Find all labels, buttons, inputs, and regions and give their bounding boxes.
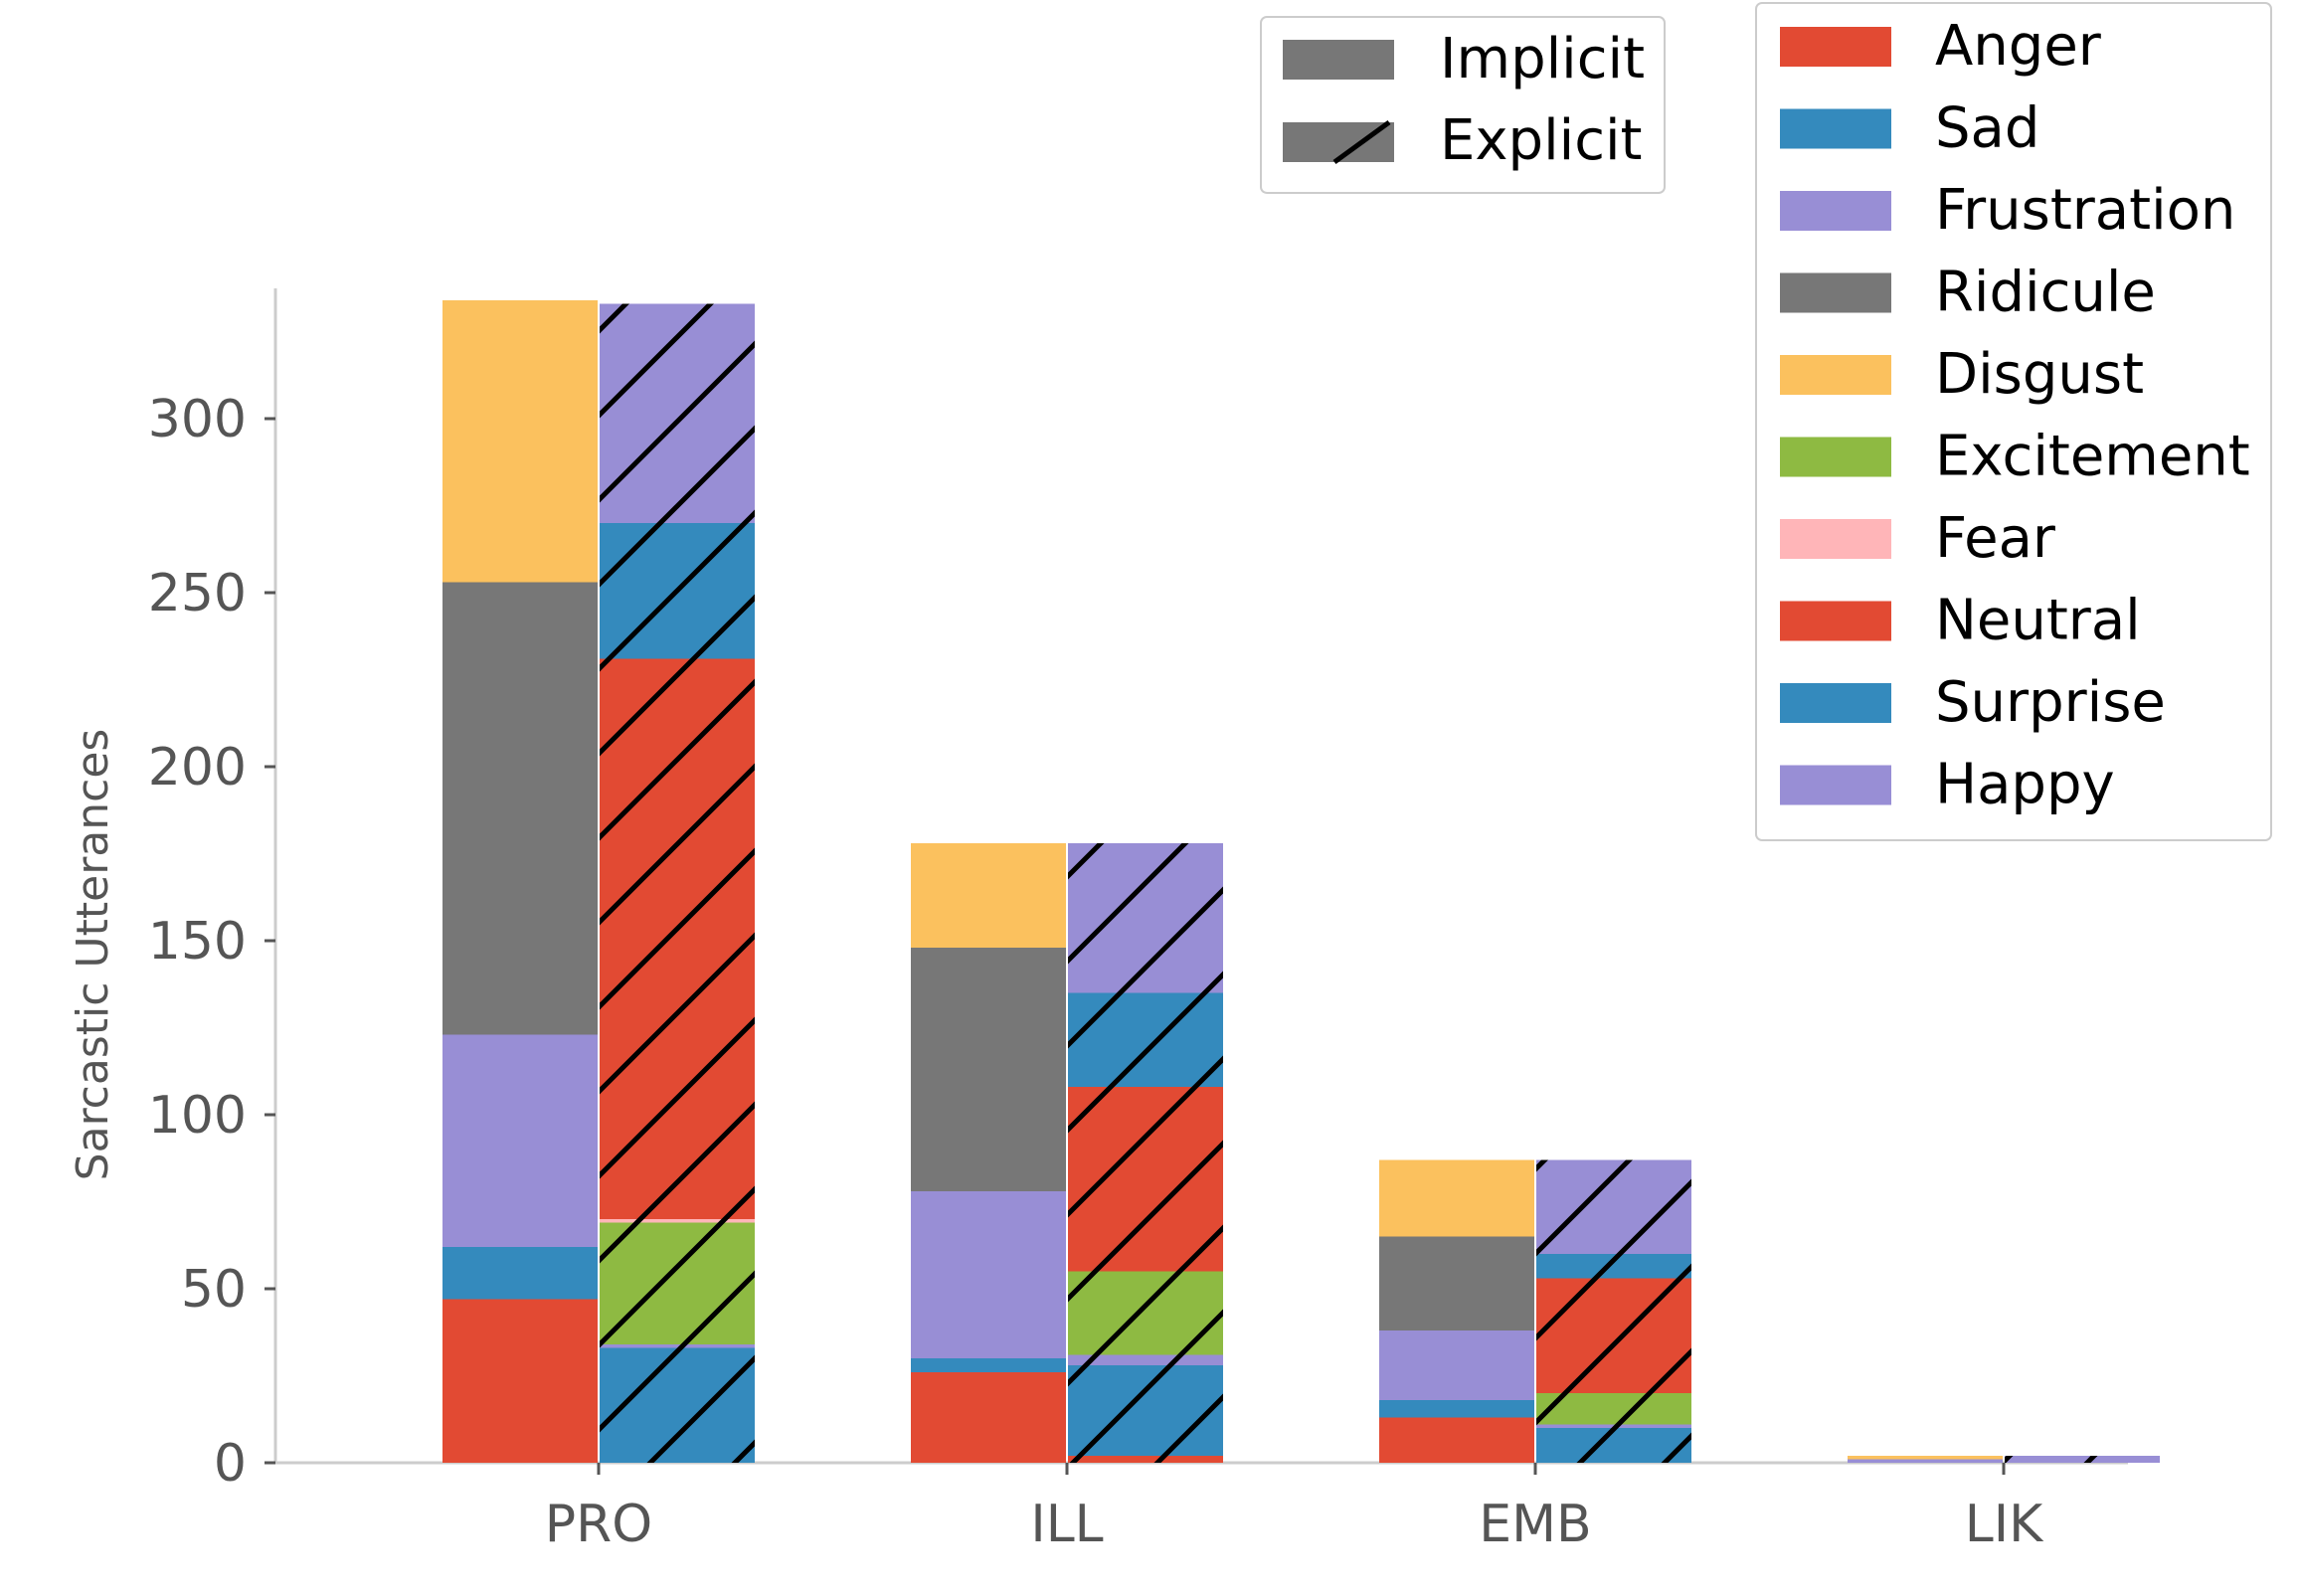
bar-emb-explicit-neutral-9-hatch xyxy=(1536,1278,1691,1393)
legend-swatch-happy xyxy=(1780,765,1891,805)
legend-groups: Implicit Explicit xyxy=(1260,16,1666,194)
bar-lik-implicit-frustration-2 xyxy=(1848,1459,2003,1463)
y-tick-label-200: 200 xyxy=(148,738,247,798)
x-tick-label-pro: PRO xyxy=(545,1495,652,1554)
bars xyxy=(442,300,2160,1463)
x-tick-label-lik: LIK xyxy=(1965,1495,2044,1554)
bar-ill-implicit-frustration-2 xyxy=(911,1191,1066,1358)
bar-ill-explicit-surprise-10-hatch xyxy=(1068,992,1223,1087)
legend-label-frustration: Frustration xyxy=(1935,178,2235,243)
legend-label-anger: Anger xyxy=(1935,14,2102,79)
legend-swatch-disgust xyxy=(1780,355,1891,395)
legend-swatch-sad xyxy=(1780,108,1891,149)
legend-label-ridicule: Ridicule xyxy=(1935,261,2156,325)
legend-swatch-excitement xyxy=(1780,437,1891,477)
bar-ill-explicit-happy-6-hatch xyxy=(1068,1354,1223,1365)
bar-lik-explicit-happy-11-hatch xyxy=(2005,1456,2160,1463)
bar-ill-explicit-surprise-5-hatch xyxy=(1068,1365,1223,1456)
bar-ill-explicit-happy-11-hatch xyxy=(1068,843,1223,993)
legend-swatch-neutral xyxy=(1780,601,1891,641)
legend-implicit-label: Implicit xyxy=(1440,27,1645,91)
bar-emb-implicit-frustration-2 xyxy=(1379,1330,1534,1400)
bar-pro-explicit-happy-11-hatch xyxy=(600,303,755,523)
bar-emb-explicit-surprise-5-hatch xyxy=(1536,1428,1691,1463)
bar-ill-explicit-anger-0-hatch xyxy=(1068,1456,1223,1463)
y-tick-label-300: 300 xyxy=(148,390,247,449)
legend-explicit-hatch-icon xyxy=(1332,119,1391,165)
legend-label-happy: Happy xyxy=(1935,753,2115,817)
y-tick-label-0: 0 xyxy=(214,1434,247,1494)
bar-pro-explicit-fear-8-hatch xyxy=(600,1219,755,1223)
legend-implicit-swatch xyxy=(1283,40,1394,80)
bar-emb-implicit-anger-0 xyxy=(1379,1417,1534,1463)
bar-pro-explicit-surprise-5-hatch xyxy=(600,1347,755,1463)
bar-emb-explicit-excitement-7-hatch xyxy=(1536,1393,1691,1425)
y-axis-label: Sarcastic Utterances xyxy=(68,729,118,1181)
legend-explicit-label: Explicit xyxy=(1440,108,1643,173)
bar-pro-explicit-excitement-7-hatch xyxy=(600,1222,755,1344)
bar-emb-explicit-surprise-10-hatch xyxy=(1536,1254,1691,1279)
y-tick-label-50: 50 xyxy=(181,1260,247,1320)
legend-swatch-fear xyxy=(1780,519,1891,559)
legend-swatch-anger xyxy=(1780,27,1891,67)
bar-pro-explicit-neutral-9-hatch xyxy=(600,658,755,1219)
legend-label-disgust: Disgust xyxy=(1935,342,2144,407)
bar-pro-explicit-happy-6-hatch xyxy=(600,1344,755,1348)
bar-ill-explicit-excitement-7-hatch xyxy=(1068,1271,1223,1355)
bar-ill-explicit-neutral-9-hatch xyxy=(1068,1087,1223,1272)
legend-swatch-surprise xyxy=(1780,683,1891,723)
x-ticks: PRO ILL EMB LIK xyxy=(545,1463,2044,1554)
bar-emb-implicit-disgust-4 xyxy=(1379,1159,1534,1237)
bar-pro-implicit-frustration-2 xyxy=(442,1034,598,1247)
bar-ill-implicit-sad-1 xyxy=(911,1358,1066,1372)
legend-label-neutral: Neutral xyxy=(1935,589,2141,653)
bar-lik-implicit-disgust-4 xyxy=(1848,1456,2003,1460)
bar-pro-implicit-sad-1 xyxy=(442,1247,598,1300)
bar-pro-implicit-disgust-4 xyxy=(442,300,598,583)
bar-emb-implicit-sad-1 xyxy=(1379,1400,1534,1418)
bar-ill-implicit-disgust-4 xyxy=(911,843,1066,948)
legend-swatch-frustration xyxy=(1780,191,1891,231)
bar-emb-implicit-ridicule-3 xyxy=(1379,1236,1534,1330)
bar-pro-implicit-anger-0 xyxy=(442,1299,598,1463)
bar-pro-implicit-ridicule-3 xyxy=(442,582,598,1035)
bar-emb-explicit-happy-11-hatch xyxy=(1536,1159,1691,1254)
legend-emotions: Anger Sad Frustration Ridicule Disgust Excite… xyxy=(1755,2,2272,841)
bar-pro-explicit-surprise-10-hatch xyxy=(600,523,755,659)
legend-label-excitement: Excitement xyxy=(1935,425,2250,489)
legend-label-fear: Fear xyxy=(1935,506,2056,571)
legend-label-sad: Sad xyxy=(1935,96,2039,161)
bar-ill-implicit-ridicule-3 xyxy=(911,948,1066,1191)
legend-swatch-ridicule xyxy=(1780,272,1891,313)
y-ticks: 0 50 100 150 200 250 300 xyxy=(148,390,275,1494)
bar-ill-implicit-anger-0 xyxy=(911,1372,1066,1463)
y-tick-label-100: 100 xyxy=(148,1086,247,1146)
x-tick-label-ill: ILL xyxy=(1030,1495,1103,1554)
bar-emb-explicit-happy-6-hatch xyxy=(1536,1424,1691,1428)
y-tick-label-150: 150 xyxy=(148,912,247,972)
legend-label-surprise: Surprise xyxy=(1935,670,2166,735)
x-tick-label-emb: EMB xyxy=(1479,1495,1591,1554)
y-tick-label-250: 250 xyxy=(148,564,247,623)
legend-explicit-swatch xyxy=(1283,122,1394,162)
